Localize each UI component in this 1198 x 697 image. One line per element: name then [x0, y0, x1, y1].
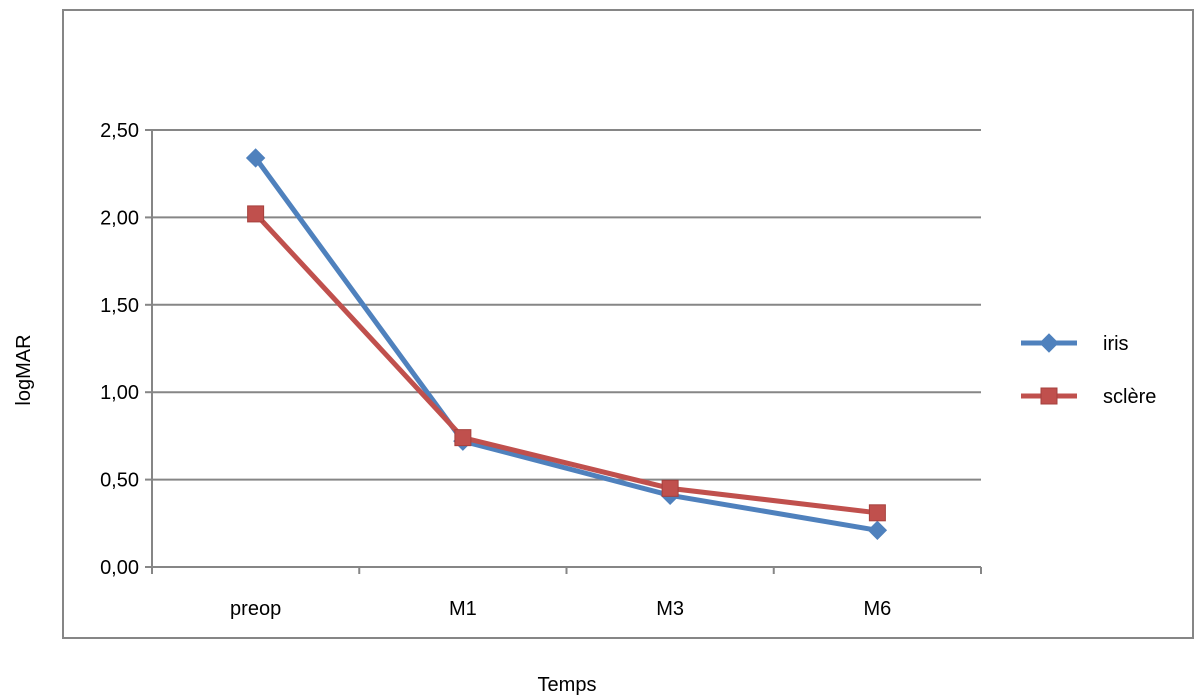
legend-marker [1039, 333, 1059, 353]
series-2 [247, 205, 886, 522]
legend: iris sclère [1021, 333, 1156, 408]
legend-label: sclère [1103, 386, 1156, 408]
series-group [245, 148, 888, 540]
x-tick-label: preop [230, 598, 281, 620]
legend-marker [1040, 387, 1058, 405]
x-tick-label: M6 [863, 598, 891, 620]
y-tick-label: 0,00 [100, 557, 139, 579]
data-point [868, 504, 886, 522]
y-tick-label: 2,00 [100, 207, 139, 229]
x-axis-title: Temps [538, 674, 597, 696]
y-tick-label: 1,50 [100, 295, 139, 317]
data-point [245, 148, 266, 168]
y-tick-label: 0,50 [100, 470, 139, 492]
data-point [661, 479, 679, 497]
series-line [253, 156, 878, 533]
data-point [454, 429, 472, 447]
series-line [253, 212, 878, 516]
x-ticks: preop M1 M3 M6 [151, 567, 982, 620]
y-tick-label: 2,50 [100, 120, 139, 142]
legend-item: sclère [1021, 386, 1156, 408]
y-tick-label: 1,00 [100, 382, 139, 404]
legend-item: iris [1021, 333, 1129, 355]
y-ticks: 0,00 0,50 1,00 1,50 2,00 2,50 [100, 120, 152, 579]
x-tick-label: M1 [449, 598, 477, 620]
chart-border [62, 9, 1194, 639]
legend-label: iris [1103, 333, 1129, 355]
gridlines [152, 129, 981, 481]
x-tick-label: M3 [656, 598, 684, 620]
data-point [867, 520, 888, 540]
data-point [247, 205, 265, 223]
y-axis-title: logMAR [13, 334, 35, 405]
